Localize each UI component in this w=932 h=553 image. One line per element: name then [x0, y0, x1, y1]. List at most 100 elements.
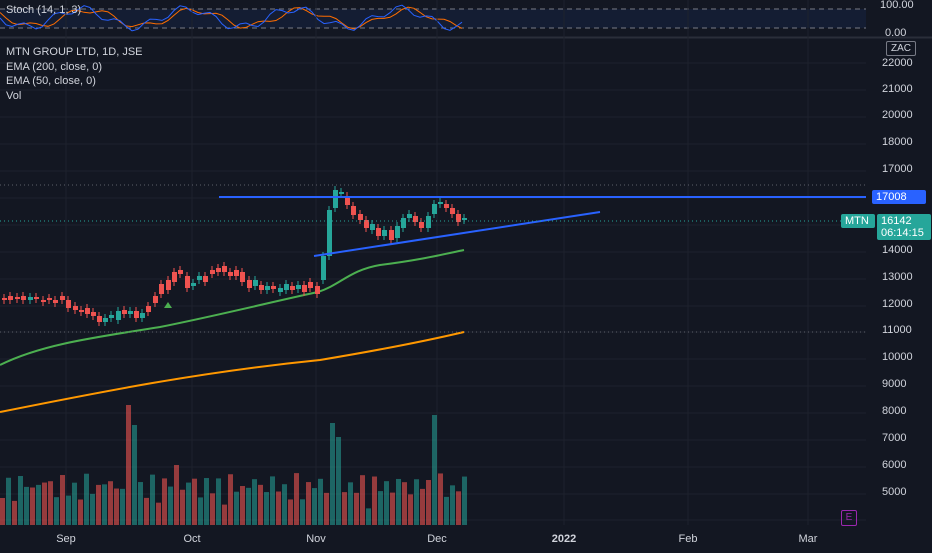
volume-bar: [294, 473, 299, 525]
countdown-timer: 06:14:15: [881, 227, 924, 239]
volume-bar: [168, 486, 173, 525]
volume-bar: [0, 498, 5, 525]
volume-bar: [252, 479, 257, 525]
candle-body: [134, 311, 139, 318]
ema50-legend[interactable]: EMA (50, close, 0): [6, 75, 96, 87]
price-axis-label: 6000: [882, 459, 906, 471]
candle-body: [296, 285, 301, 289]
volume-bar: [162, 478, 167, 525]
candle-body: [140, 313, 145, 318]
volume-bar: [462, 476, 467, 525]
candle-body: [41, 300, 46, 302]
candle-body: [358, 214, 363, 220]
candle-body: [222, 266, 227, 272]
volume-bar: [348, 482, 353, 525]
volume-bar: [150, 474, 155, 525]
candle-body: [191, 283, 196, 286]
stoch-scale-bottom: 0.00: [885, 27, 906, 39]
candle-body: [166, 280, 171, 290]
volume-bar: [84, 473, 89, 525]
volume-bar: [414, 479, 419, 525]
volume-bar: [312, 488, 317, 525]
last-price-value: 16142: [881, 215, 912, 227]
candle-body: [34, 297, 39, 299]
volume-bar: [60, 475, 65, 525]
volume-bar: [144, 497, 149, 525]
candle-body: [53, 300, 58, 303]
candle-body: [327, 210, 332, 256]
candle-body: [8, 296, 13, 300]
volume-bar: [354, 492, 359, 525]
symbol-title[interactable]: MTN GROUP LTD, 1D, JSE: [6, 46, 143, 58]
volume-bar: [300, 499, 305, 525]
support-trendline[interactable]: [313, 211, 601, 257]
volume-bar: [114, 488, 119, 525]
candle-body: [413, 216, 418, 222]
candle-body: [153, 296, 158, 303]
main-legend[interactable]: MTN GROUP LTD, 1D, JSE EMA (200, close, …: [6, 45, 143, 103]
stoch-legend[interactable]: Stoch (14, 1, 3): [6, 4, 82, 16]
stoch-k-line: [0, 4, 463, 32]
volume-bar: [42, 482, 47, 525]
volume-bar: [420, 488, 425, 525]
price-axis-label: 22000: [882, 57, 913, 69]
signal-marker: [164, 302, 172, 308]
candle-body: [28, 297, 33, 300]
volume-bar: [432, 415, 437, 525]
volume-bar: [240, 486, 245, 525]
ema200-legend[interactable]: EMA (200, close, 0): [6, 60, 102, 73]
candle-body: [128, 311, 133, 314]
price-axis-label: 7000: [882, 432, 906, 444]
price-axis-label: 12000: [882, 298, 913, 310]
candle-body: [389, 230, 394, 240]
time-axis-label: Feb: [679, 533, 698, 545]
volume-legend[interactable]: Vol: [6, 89, 22, 102]
volume-bar: [48, 481, 53, 525]
candle-body: [253, 280, 258, 286]
symbol-badge: MTN: [841, 214, 875, 228]
hline-price-label: 17008: [872, 190, 926, 204]
price-axis-label: 21000: [882, 83, 913, 95]
volume-bar: [204, 478, 209, 525]
candle-body: [376, 228, 381, 236]
volume-bar: [96, 484, 101, 525]
candle-body: [401, 218, 406, 228]
volume-bar: [36, 484, 41, 525]
volume-bar: [318, 478, 323, 525]
volume-bar: [258, 484, 263, 525]
currency-button[interactable]: ZAC: [886, 41, 916, 56]
candle-body: [197, 276, 202, 280]
price-axis-label: 10000: [882, 351, 913, 363]
candle-body: [216, 268, 221, 272]
candle-body: [185, 276, 190, 288]
earnings-badge[interactable]: E: [841, 510, 857, 526]
candle-body: [234, 270, 239, 276]
volume-bar: [192, 478, 197, 525]
volume-bar: [264, 492, 269, 525]
last-price-label: 16142 06:14:15: [877, 214, 931, 240]
volume-bar: [198, 497, 203, 525]
candle-body: [462, 218, 467, 220]
candle-body: [450, 208, 455, 214]
volume-bar: [54, 497, 59, 525]
volume-bar: [372, 476, 377, 525]
price-axis-label: 18000: [882, 136, 913, 148]
volume-bar: [228, 474, 233, 525]
volume-bar: [222, 504, 227, 525]
volume-bar: [330, 423, 335, 525]
candle-body: [259, 285, 264, 290]
ema200-line: [0, 331, 465, 413]
candle-body: [364, 220, 369, 228]
volume-bar: [402, 482, 407, 525]
candle-body: [382, 230, 387, 236]
volume-bar: [12, 500, 17, 525]
volume-bar: [234, 491, 239, 525]
volume-bar: [336, 437, 341, 525]
volume-bar: [156, 502, 161, 525]
candle-body: [308, 282, 313, 288]
volume-bar: [270, 476, 275, 525]
price-axis-label: 8000: [882, 405, 906, 417]
candle-body: [370, 224, 375, 230]
